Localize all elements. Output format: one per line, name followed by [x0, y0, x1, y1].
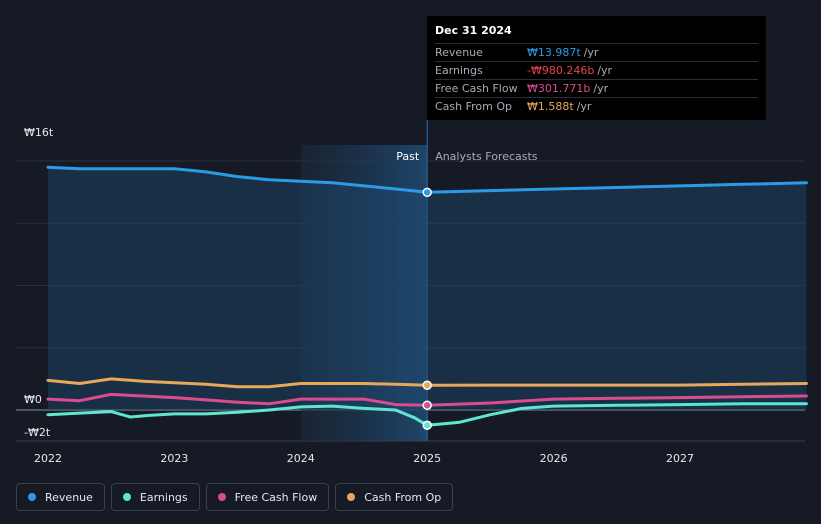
- legend-item-revenue[interactable]: Revenue: [16, 483, 105, 511]
- tooltip-row-label: Earnings: [435, 64, 483, 77]
- revenue-line: [46, 165, 808, 194]
- past-region-shade: [300, 120, 428, 441]
- revenue-area-fill: [48, 167, 807, 410]
- highlight-markers: [422, 187, 432, 431]
- x-tick-label: 2022: [34, 452, 62, 465]
- series-lines: [46, 165, 808, 427]
- legend: Revenue Earnings Free Cash Flow Cash From O…: [16, 483, 454, 511]
- y-tick-label: ₩16t: [24, 126, 54, 139]
- tooltip-row-label: Revenue: [435, 46, 483, 59]
- revenue-area: [48, 167, 807, 410]
- earnings-point[interactable]: [422, 420, 432, 431]
- forecast-label: Analysts Forecasts: [435, 150, 538, 163]
- tooltip-row-value: -₩980.246b: [527, 64, 595, 77]
- x-tick-label: 2023: [160, 452, 188, 465]
- tooltip-row-unit: /yr: [576, 100, 592, 113]
- tooltip-row: Revenue ₩13.987t/yr: [435, 43, 758, 61]
- legend-item-earnings[interactable]: Earnings: [110, 483, 200, 511]
- x-tick-label: 2026: [540, 452, 568, 465]
- earnings-line: [46, 402, 808, 427]
- tooltip-date: Dec 31 2024: [435, 24, 512, 37]
- legend-item-free-cash-flow[interactable]: Free Cash Flow: [205, 483, 330, 511]
- tooltip-row-unit: /yr: [583, 46, 599, 59]
- legend-item-cash-from-op[interactable]: Cash From Op: [335, 483, 454, 511]
- free-cash-flow-point[interactable]: [422, 400, 432, 411]
- tooltip-row-value: ₩13.987t: [527, 46, 581, 59]
- tooltip-row-unit: /yr: [597, 64, 613, 77]
- tooltip-row: Cash From Op ₩1.588t/yr: [435, 97, 758, 115]
- past-label: Past: [396, 150, 420, 163]
- legend-dot-icon: [217, 493, 226, 501]
- past-shade: [300, 145, 428, 441]
- x-tick-label: 2024: [287, 452, 315, 465]
- free-cash-flow-line: [46, 392, 808, 407]
- revenue-point[interactable]: [422, 187, 432, 198]
- tooltip-row-value: ₩1.588t: [527, 100, 574, 113]
- legend-label: Cash From Op: [364, 490, 442, 504]
- chart: 2022 2023 2024 2025 2026 2027 ₩16t ₩0 -₩2t Past An…: [16, 120, 808, 465]
- legend-label: Free Cash Flow: [234, 490, 318, 504]
- y-tick-label: ₩0: [24, 393, 42, 406]
- tooltip-row-label: Cash From Op: [435, 100, 513, 113]
- legend-dot-icon: [28, 493, 36, 501]
- tooltip: Dec 31 2024 Revenue ₩13.987t/yr Earnings -₩…: [427, 16, 766, 120]
- tooltip-row-unit: /yr: [593, 82, 609, 95]
- legend-dot-icon: [122, 493, 131, 501]
- axis-labels: 2022 2023 2024 2025 2026 2027 ₩16t ₩0 -₩2t Past An…: [24, 126, 694, 465]
- x-tick-label: 2025: [413, 452, 441, 465]
- cash-from-op-line: [46, 377, 808, 389]
- x-tick-label: 2027: [666, 452, 694, 465]
- legend-label: Earnings: [139, 490, 188, 504]
- y-tick-label: -₩2t: [24, 426, 51, 439]
- tooltip-row: Free Cash Flow ₩301.771b/yr: [435, 79, 758, 97]
- legend-label: Revenue: [45, 490, 93, 504]
- tooltip-row-value: ₩301.771b: [527, 82, 591, 95]
- tooltip-row: Earnings -₩980.246b/yr: [435, 61, 758, 79]
- tooltip-row-label: Free Cash Flow: [435, 82, 518, 95]
- cash-from-op-point[interactable]: [422, 380, 432, 391]
- legend-dot-icon: [347, 493, 356, 501]
